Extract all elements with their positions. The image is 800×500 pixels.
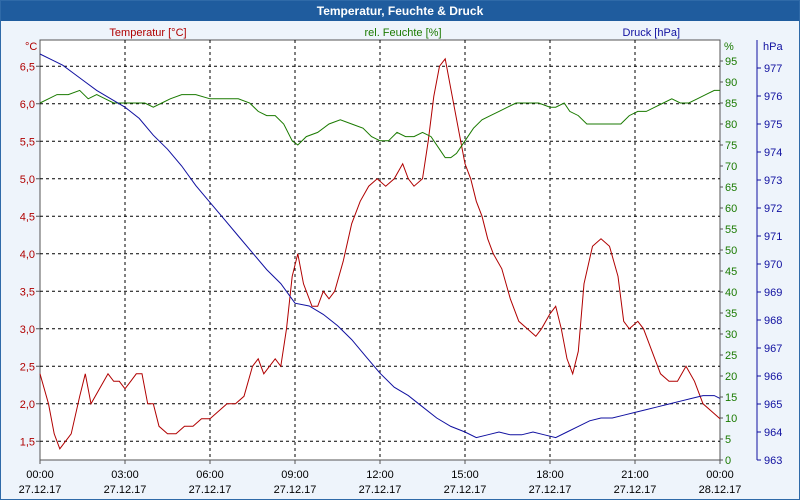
time-tick-label: 21:00 [621, 469, 649, 481]
date-tick-label: 27.12.17 [444, 484, 487, 496]
temperature-tick-label: 1,5 [20, 436, 35, 448]
date-tick-label: 27.12.17 [614, 484, 657, 496]
pressure-unit: hPa [763, 41, 783, 53]
temperature-tick-label: 4,0 [20, 249, 35, 261]
pressure-tick-label: 969 [764, 287, 782, 299]
temperature-tick-label: 6,0 [20, 99, 35, 111]
pressure-tick-label: 968 [764, 315, 782, 327]
pressure-tick-label: 976 [764, 91, 782, 103]
series-layer [39, 53, 721, 450]
humidity-tick-label: 15 [725, 392, 737, 404]
pressure-tick-label: 967 [764, 343, 782, 355]
temperature-tick-label: 2,5 [20, 361, 35, 373]
date-tick-label: 27.12.17 [359, 484, 402, 496]
humidity-tick-label: 75 [725, 140, 737, 152]
date-tick-label: 27.12.17 [19, 484, 62, 496]
humidity-tick-label: 40 [725, 287, 737, 299]
temperature-tick-label: 3,5 [20, 286, 35, 298]
pressure-tick-label: 965 [764, 399, 782, 411]
series-line-humidity [39, 89, 720, 159]
pressure-legend: Druck [hPa] [623, 27, 680, 39]
pressure-tick-label: 972 [764, 203, 782, 215]
date-tick-label: 27.12.17 [529, 484, 572, 496]
date-tick-label: 27.12.17 [274, 484, 317, 496]
pressure-axis: 963 964 965 966 967 968 969 970 971 972 973 974 975 9… [756, 40, 782, 467]
time-tick-label: 00:00 [706, 469, 734, 481]
pressure-tick-label: 975 [764, 119, 782, 131]
time-axis: 00:00 27.12.17 03:00 27.12.17 06:00 27.12.17 0… [19, 460, 742, 496]
date-tick-label: 28.12.17 [699, 484, 742, 496]
series-line-pressure [39, 53, 721, 439]
humidity-tick-label: 35 [725, 308, 737, 320]
humidity-tick-label: 55 [725, 224, 737, 236]
humidity-tick-label: 0 [725, 455, 731, 467]
time-tick-label: 15:00 [451, 469, 479, 481]
humidity-tick-label: 90 [725, 77, 737, 89]
pressure-tick-label: 970 [764, 259, 782, 271]
humidity-tick-label: 85 [725, 98, 737, 110]
grid-lines [40, 40, 720, 460]
humidity-axis: 0 5 10 15 20 25 30 35 40 45 50 55 60 65 70 75 80 85 90 95 [720, 56, 737, 467]
time-tick-label: 12:00 [366, 469, 394, 481]
time-tick-label: 18:00 [536, 469, 564, 481]
temperature-tick-label: 4,5 [20, 211, 35, 223]
temperature-axis: 1,5 2,0 2,5 3,0 3,5 4,0 4,5 5,0 5,5 6,0 6,5 [20, 61, 40, 448]
temperature-legend: Temperatur [°C] [109, 27, 186, 39]
pressure-tick-label: 977 [764, 63, 782, 75]
temperature-tick-label: 2,0 [20, 399, 35, 411]
time-tick-label: 03:00 [111, 469, 139, 481]
humidity-tick-label: 5 [725, 434, 731, 446]
humidity-tick-label: 10 [725, 413, 737, 425]
date-tick-label: 27.12.17 [104, 484, 147, 496]
humidity-tick-label: 30 [725, 329, 737, 341]
pressure-tick-label: 973 [764, 175, 782, 187]
temperature-tick-label: 3,0 [20, 324, 35, 336]
time-tick-label: 00:00 [26, 469, 54, 481]
humidity-tick-label: 25 [725, 350, 737, 362]
temperature-tick-label: 5,0 [20, 174, 35, 186]
time-tick-label: 06:00 [196, 469, 224, 481]
pressure-tick-label: 966 [764, 371, 782, 383]
temperature-tick-label: 6,5 [20, 61, 35, 73]
humidity-tick-label: 45 [725, 266, 737, 278]
series-line-temperature [39, 57, 721, 450]
temperature-tick-label: 5,5 [20, 136, 35, 148]
pressure-tick-label: 963 [764, 455, 782, 467]
pressure-tick-label: 964 [764, 427, 782, 439]
chart-title: Temperatur, Feuchte & Druck [1, 1, 799, 21]
humidity-tick-label: 60 [725, 203, 737, 215]
time-tick-label: 09:00 [281, 469, 309, 481]
date-tick-label: 27.12.17 [189, 484, 232, 496]
humidity-unit: % [724, 41, 734, 53]
humidity-tick-label: 95 [725, 56, 737, 68]
pressure-tick-label: 974 [764, 147, 782, 159]
pressure-tick-label: 971 [764, 231, 782, 243]
humidity-tick-label: 50 [725, 245, 737, 257]
humidity-tick-label: 80 [725, 119, 737, 131]
humidity-tick-label: 65 [725, 182, 737, 194]
humidity-legend: rel. Feuchte [%] [364, 27, 441, 39]
humidity-tick-label: 70 [725, 161, 737, 173]
humidity-tick-label: 20 [725, 371, 737, 383]
temperature-unit: °C [25, 41, 37, 53]
